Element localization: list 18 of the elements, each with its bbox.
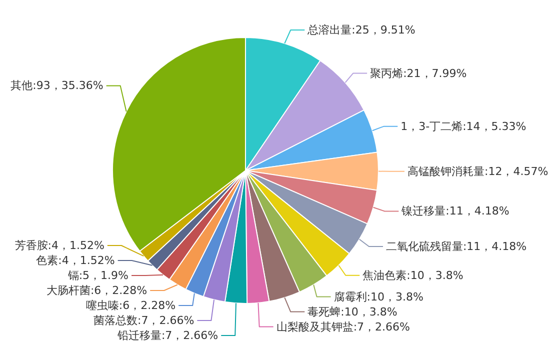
slice-label: 铅迁移量:7，2.66% (116, 329, 218, 342)
slice-label: 高锰酸钾消耗量:12，4.57% (407, 164, 548, 178)
slice-label: 1，3-丁二烯:14，5.33% (400, 120, 526, 133)
slice-label: 焦油色素:10，3.8% (362, 268, 464, 282)
slice-label: 噻虫嗪:6，2.28% (86, 299, 176, 312)
slice-label: 总溶出量:25，9.51% (306, 24, 416, 37)
slice-label: 大肠杆菌:6，2.28% (46, 284, 148, 297)
slice-label: 其他:93，35.36% (10, 79, 104, 92)
slice-label: 二氧化硫残留量:11，4.18% (386, 240, 527, 254)
slice-label: 腐霉利:10，3.8% (334, 290, 424, 304)
slice-label: 毒死蜱:10，3.8% (308, 305, 398, 318)
slice-label: 聚丙烯:21，7.99% (370, 66, 467, 80)
slice-label: 芳香胺:4，1.52% (14, 239, 104, 252)
slice-label: 色素:4，1.52% (36, 254, 115, 267)
slice-label: 山梨酸及其钾盐:7，2.66% (276, 320, 410, 334)
slice-label: 镍迁移量:11，4.18% (400, 204, 510, 218)
slice-label: 菌落总数:7，2.66% (94, 314, 194, 327)
slice-label: 镉:5，1.9% (66, 269, 129, 282)
